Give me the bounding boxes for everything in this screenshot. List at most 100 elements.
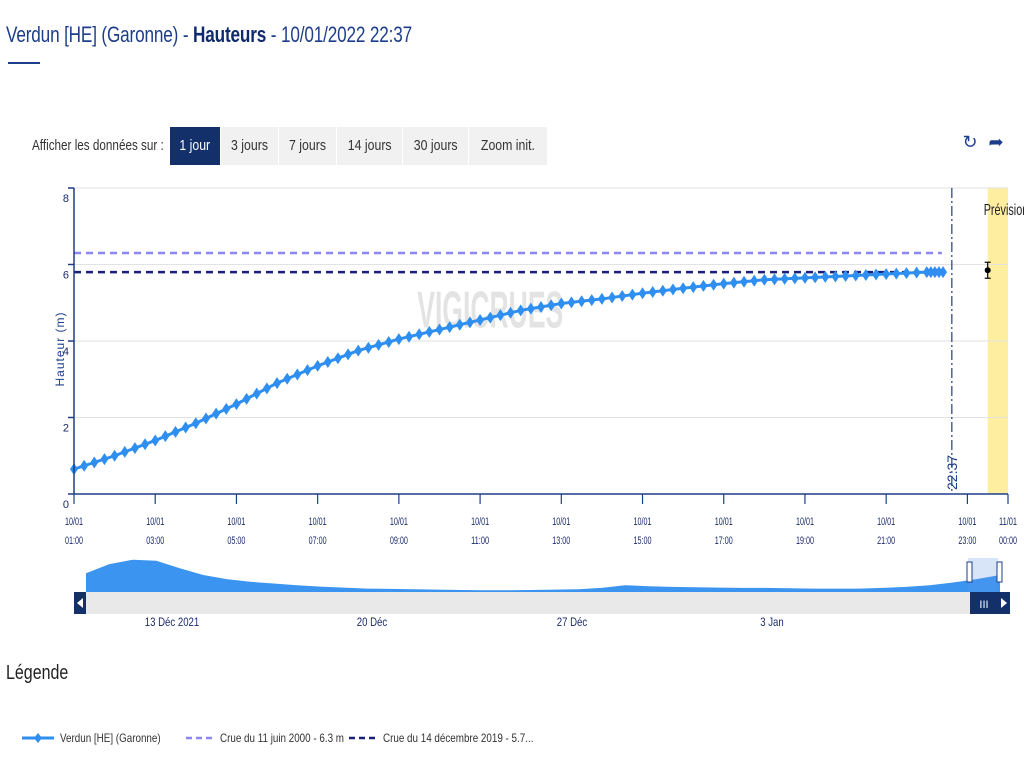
legend-item-verdun[interactable]: Verdun [HE] (Garonne) [22, 730, 183, 746]
series-marker [699, 279, 708, 292]
x-tick-time: 11:00 [471, 535, 489, 547]
data-point [922, 266, 931, 279]
navigator-area [86, 559, 1000, 592]
x-tick-time: 07:00 [309, 535, 327, 547]
data-point [638, 287, 647, 300]
x-tick-date: 10/01 [227, 516, 245, 528]
series-marker [780, 272, 789, 285]
series-marker [729, 276, 738, 289]
hauteur-chart: Prévisions VIGICRUES 22:37 02468Hauteur … [53, 187, 1024, 629]
series-marker [892, 267, 901, 280]
data-point [719, 277, 728, 290]
measure-name: Hauteurs [193, 22, 267, 47]
series-marker [790, 272, 799, 285]
scrollbar-track [74, 592, 1008, 614]
legend-label-verdun: Verdun [HE] (Garonne) [60, 731, 161, 745]
x-tick-date: 10/01 [471, 516, 489, 528]
legend-swatch-dashed-dark [349, 736, 379, 740]
series-marker [201, 412, 210, 425]
series-marker [130, 442, 139, 455]
series-marker [506, 306, 515, 319]
series-marker [930, 266, 939, 279]
navigator-date-label: 13 Déc 2021 [145, 616, 199, 629]
x-tick-date: 10/01 [796, 516, 814, 528]
legend-item-crue-2000[interactable]: Crue du 11 juin 2000 - 6.3 m [186, 730, 371, 746]
x-tick-date: 10/01 [877, 516, 895, 528]
data-point [191, 417, 200, 430]
series-marker [577, 295, 586, 308]
navigator-handle-left [966, 561, 973, 583]
navigator-date-label: 3 Jan [760, 616, 783, 629]
series-marker [587, 294, 596, 307]
y-tick-label: 4 [63, 346, 69, 358]
series-marker [141, 438, 150, 451]
series-marker [689, 281, 698, 294]
range-button-7-days[interactable]: 7 jours [278, 127, 336, 165]
series-marker [608, 291, 617, 304]
x-tick-date: 10/01 [309, 516, 327, 528]
page-title: Verdun [HE] (Garonne) - Hauteurs - 10/01… [6, 22, 413, 47]
range-selector: 1 jour 3 jours 7 jours 14 jours 30 jours… [170, 127, 548, 165]
series-marker [770, 273, 779, 286]
series-marker [628, 288, 637, 301]
x-tick-time: 00:00 [999, 535, 1017, 547]
range-button-3-days[interactable]: 3 jours [220, 127, 278, 165]
data-point [435, 323, 444, 336]
series-marker [547, 299, 556, 312]
data-point [597, 292, 606, 305]
data-point [800, 271, 809, 284]
series-marker [425, 325, 434, 338]
x-tick-date: 10/01 [552, 516, 570, 528]
series-marker [912, 266, 921, 279]
series-marker [465, 316, 474, 329]
series-marker [618, 290, 627, 303]
x-tick-date: 10/01 [715, 516, 733, 528]
series-marker [161, 430, 170, 443]
range-button-1-day[interactable]: 1 jour [170, 127, 220, 165]
data-point [232, 398, 241, 411]
series-marker [364, 341, 373, 354]
range-button-30-days[interactable]: 30 jours [402, 127, 469, 165]
x-tick-date: 10/01 [634, 516, 652, 528]
legend-title: Légende [6, 662, 69, 684]
header-datetime: 10/01/2022 22:37 [280, 22, 413, 47]
range-button-zoom-init[interactable]: Zoom init. [469, 127, 548, 165]
series-marker [303, 364, 312, 377]
series-marker [740, 275, 749, 288]
series-marker [333, 352, 342, 365]
scroll-right-icon [1001, 598, 1007, 608]
series-marker [648, 285, 657, 298]
scroll-left-icon [77, 598, 83, 608]
range-button-14-days[interactable]: 14 jours [336, 127, 402, 165]
series-marker [486, 311, 495, 324]
series-marker [415, 328, 424, 341]
share-icon[interactable]: ➦ [988, 132, 1004, 152]
series-marker [668, 283, 677, 296]
series-marker [567, 296, 576, 309]
legend-label-crue-2019: Crue du 14 décembre 2019 - 5.7... [383, 731, 534, 745]
refresh-icon[interactable]: ↻ [962, 132, 978, 152]
series-marker [811, 271, 820, 284]
navigator-handle-right [996, 561, 1003, 583]
x-tick-date: 10/01 [65, 516, 83, 528]
x-tick-date: 10/01 [958, 516, 976, 528]
scrollbar-thumb[interactable] [970, 592, 998, 614]
x-tick-time: 17:00 [715, 535, 733, 547]
x-tick-time: 13:00 [552, 535, 570, 547]
data-point [841, 269, 850, 282]
navigator-date-label: 20 Déc [357, 616, 388, 629]
x-tick-time: 01:00 [65, 535, 83, 547]
series-marker [100, 453, 109, 466]
series-marker [212, 407, 221, 420]
legend-item-crue-2019[interactable]: Crue du 14 décembre 2019 - 5.7... [349, 730, 566, 746]
data-point [151, 434, 160, 447]
series-marker [872, 268, 881, 281]
series-marker [252, 387, 261, 400]
series-marker [926, 266, 935, 279]
data-point [760, 273, 769, 286]
now-marker-label: 22:37 [944, 455, 960, 490]
forecast-label: Prévisions [984, 202, 1024, 219]
series-marker [323, 356, 332, 369]
x-tick-time: 21:00 [877, 535, 895, 547]
series-marker [902, 267, 911, 280]
